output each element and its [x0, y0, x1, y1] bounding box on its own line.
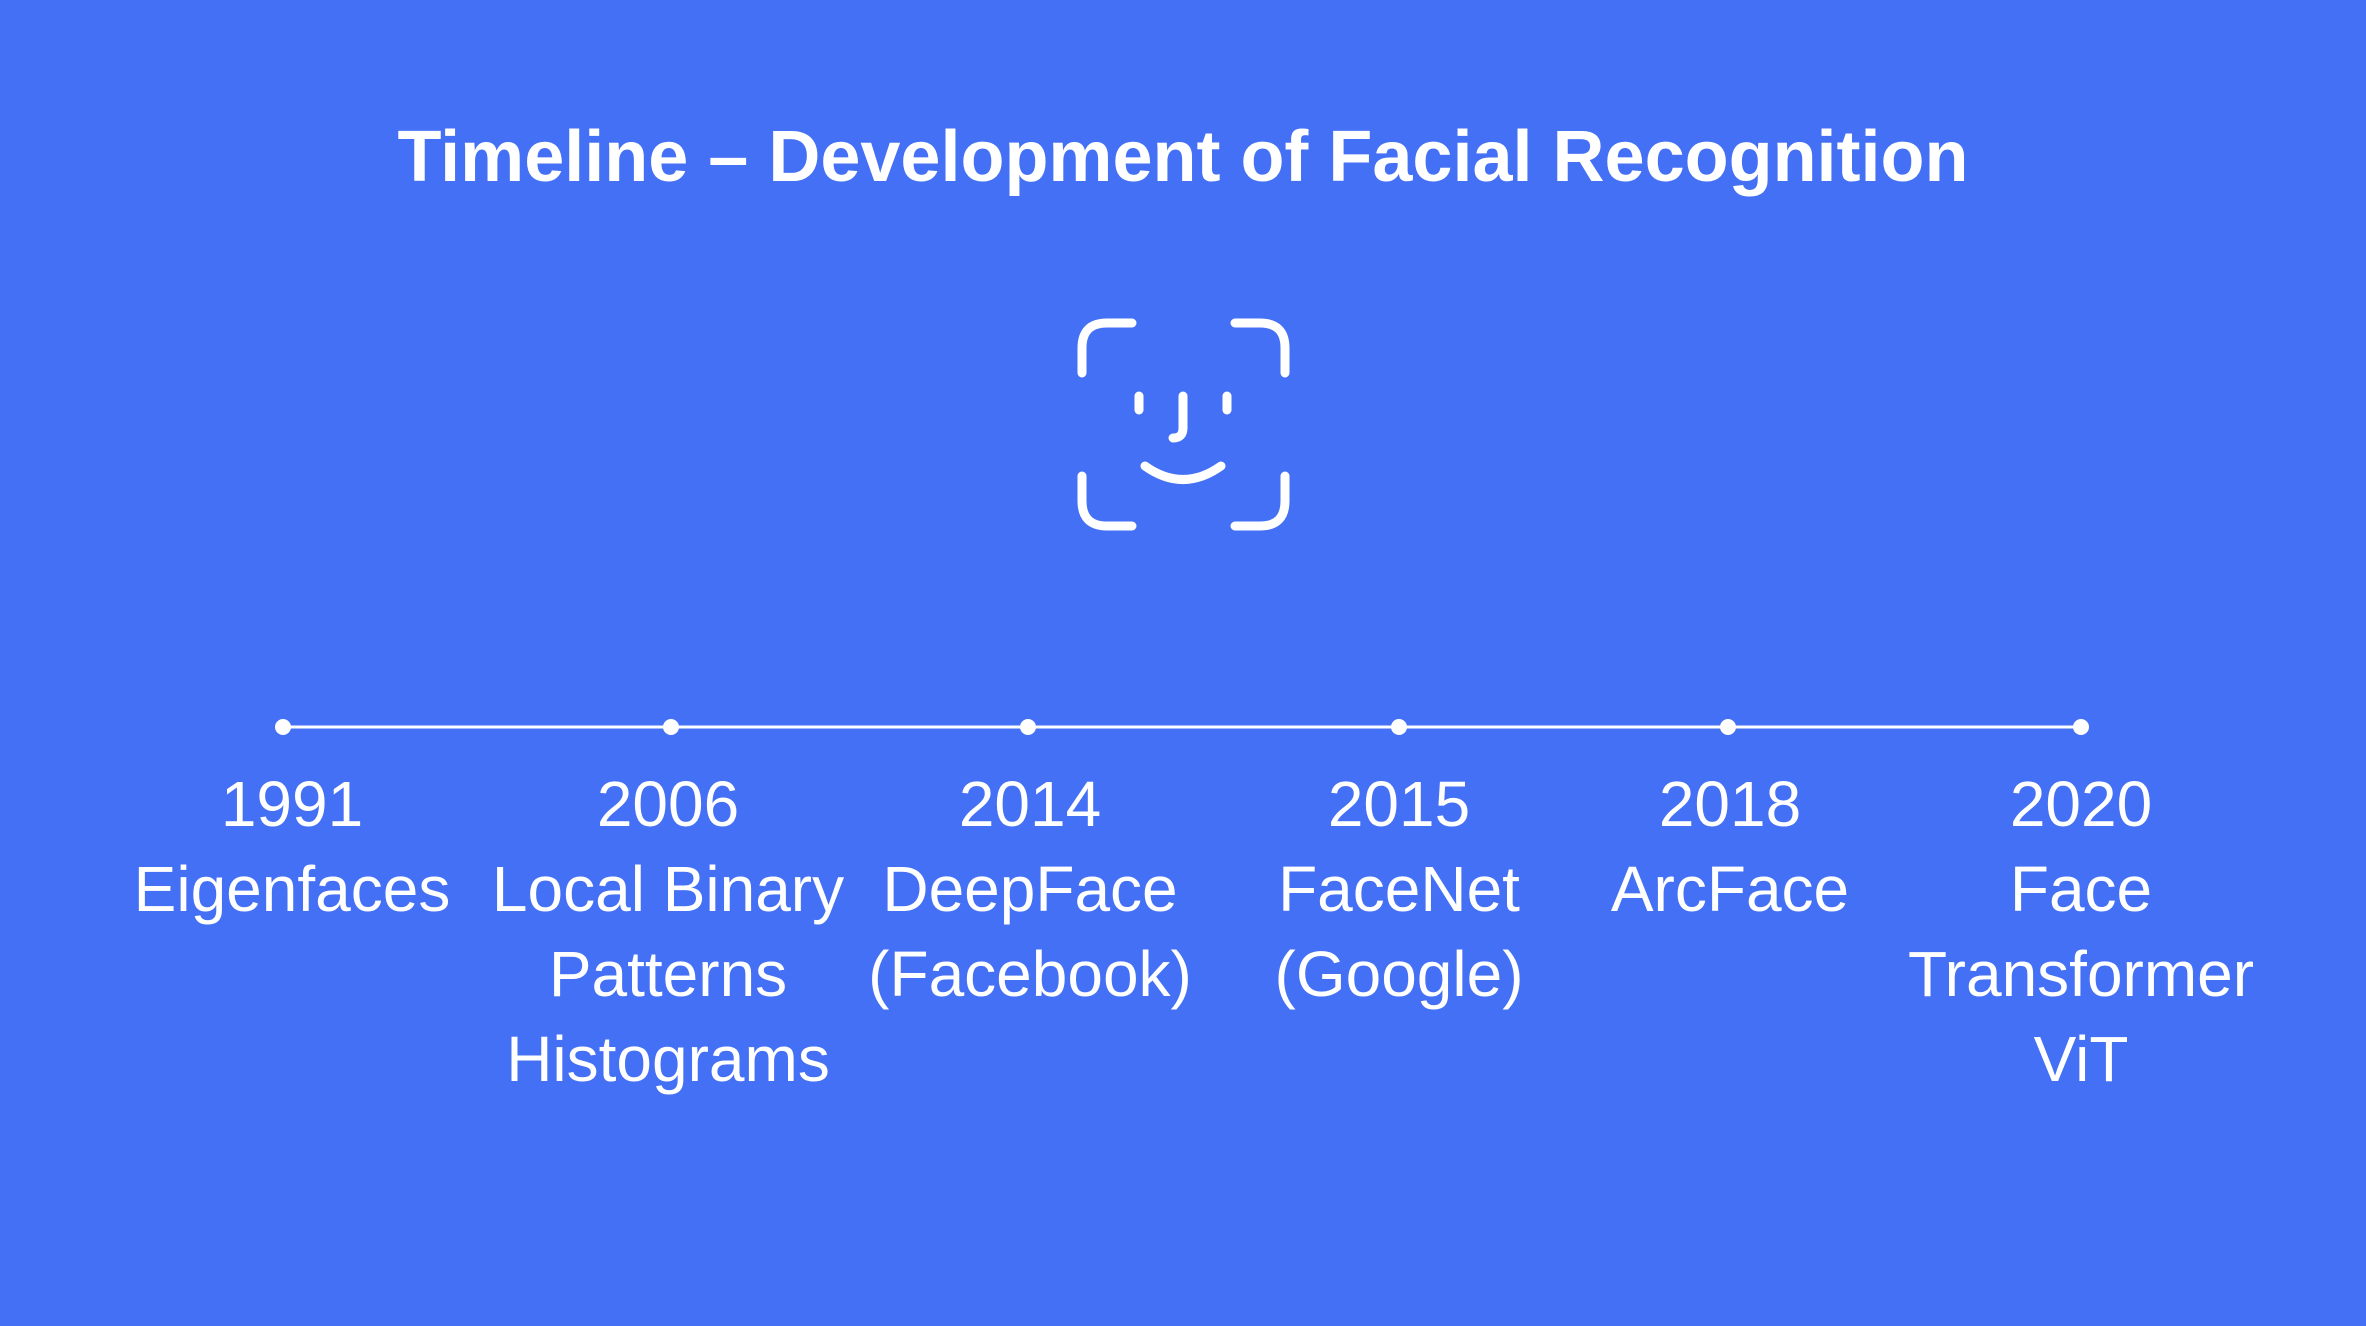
milestone-year: 2018: [1658, 768, 1802, 840]
milestone-1991: 1991 Eigenfaces: [102, 762, 482, 932]
timeline-dot-2014: [1020, 719, 1036, 735]
milestone-year: 2006: [596, 768, 740, 840]
milestone-year: 2015: [1327, 768, 1471, 840]
timeline-dot-2006: [663, 719, 679, 735]
timeline-dot-2020: [2073, 719, 2089, 735]
milestone-label: Local Binary Patterns Histograms: [491, 853, 845, 1095]
mouth: [1140, 461, 1226, 484]
milestone-year: 2020: [2009, 768, 2153, 840]
timeline-dot-1991: [275, 719, 291, 735]
corner-top-right: [1230, 318, 1290, 378]
milestone-year: 2014: [958, 768, 1102, 840]
milestone-2018: 2018 ArcFace: [1540, 762, 1920, 932]
corner-top-left: [1077, 318, 1137, 378]
timeline-dot-2015: [1391, 719, 1407, 735]
milestone-label: DeepFace (Facebook): [868, 853, 1192, 1010]
milestone-2020: 2020 Face Transformer ViT: [1891, 762, 2271, 1102]
corner-bottom-left: [1077, 471, 1137, 531]
milestone-2015: 2015 FaceNet (Google): [1209, 762, 1589, 1017]
milestone-label: Eigenfaces: [133, 853, 451, 925]
milestone-label: FaceNet (Google): [1274, 853, 1524, 1010]
milestone-2014: 2014 DeepFace (Facebook): [840, 762, 1220, 1017]
nose: [1168, 391, 1188, 443]
milestone-label: Face Transformer ViT: [1907, 853, 2255, 1095]
corner-bottom-right: [1230, 471, 1290, 531]
timeline-dot-2018: [1720, 719, 1736, 735]
slide-title: Timeline – Development of Facial Recogni…: [397, 117, 1969, 197]
face-id-icon: [1077, 318, 1290, 531]
milestone-label: ArcFace: [1610, 853, 1850, 925]
milestone-2006: 2006 Local Binary Patterns Histograms: [478, 762, 858, 1102]
milestone-year: 1991: [220, 768, 364, 840]
